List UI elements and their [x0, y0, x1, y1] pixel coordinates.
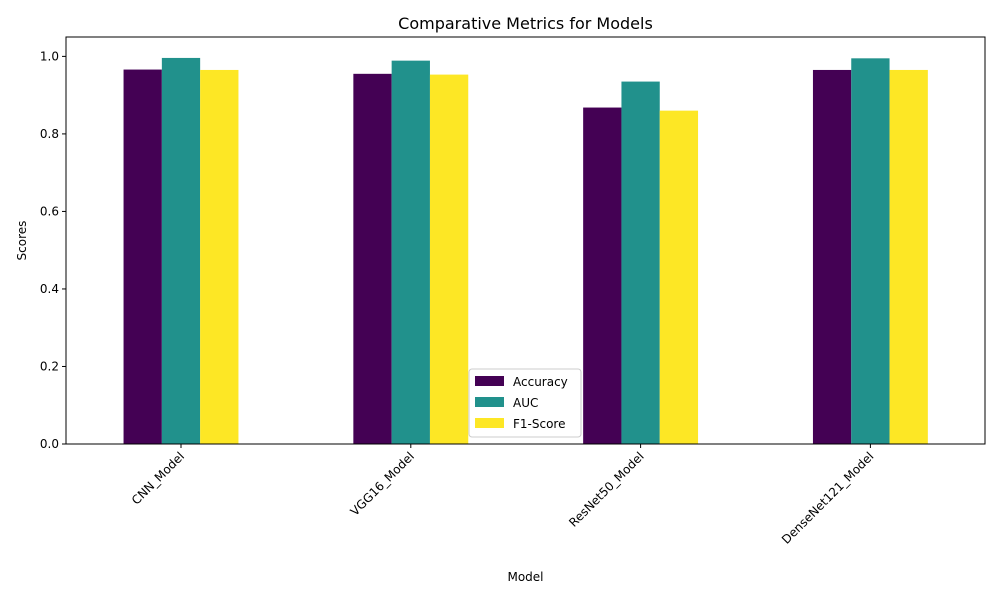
- bar-f1-score-vgg16_model: [429, 74, 469, 444]
- bar-auc-vgg16_model: [391, 60, 430, 444]
- bar-auc-cnn_model: [161, 57, 201, 444]
- chart-title: Comparative Metrics for Models: [398, 14, 653, 33]
- bar-accuracy-resnet50_model: [583, 107, 622, 445]
- legend-swatch: [475, 397, 504, 407]
- x-tick-label: DenseNet121_Model: [779, 449, 876, 546]
- bar-f1-score-cnn_model: [200, 69, 239, 444]
- x-tick-label: CNN_Model: [129, 449, 187, 507]
- y-axis-label: Scores: [15, 221, 29, 261]
- y-tick-label: 0.2: [40, 359, 59, 373]
- bar-accuracy-vgg16_model: [353, 73, 392, 445]
- bar-f1-score-densenet121_model: [889, 69, 928, 444]
- bar-auc-densenet121_model: [851, 58, 890, 445]
- x-axis-label: Model: [507, 570, 543, 584]
- y-tick-label: 0.4: [40, 282, 59, 296]
- bar-accuracy-densenet121_model: [812, 69, 852, 444]
- y-tick-label: 0.8: [40, 127, 59, 141]
- x-tick-label: ResNet50_Model: [566, 449, 646, 529]
- bar-auc-resnet50_model: [621, 81, 660, 445]
- y-tick-label: 0.0: [40, 437, 59, 451]
- bars-layer: [123, 57, 928, 445]
- legend-swatch: [475, 418, 504, 428]
- legend: Accuracy AUC F1-Score: [468, 368, 582, 438]
- bar-accuracy-cnn_model: [123, 69, 162, 444]
- legend-label: AUC: [513, 396, 538, 410]
- y-axis: 0.0 0.2 0.4 0.6 0.8 1.0: [40, 49, 66, 451]
- x-tick-label: VGG16_Model: [348, 449, 417, 518]
- legend-items: Accuracy AUC F1-Score: [475, 375, 568, 431]
- legend-label: Accuracy: [513, 375, 568, 389]
- bar-f1-score-resnet50_model: [659, 110, 699, 445]
- y-tick-label: 1.0: [40, 49, 59, 63]
- x-axis: CNN_Model VGG16_Model ResNet50_Model DenseN…: [129, 444, 877, 547]
- y-tick-label: 0.6: [40, 204, 59, 218]
- legend-label: F1-Score: [513, 417, 565, 431]
- legend-swatch: [475, 376, 504, 386]
- plot-frame: [65, 36, 986, 445]
